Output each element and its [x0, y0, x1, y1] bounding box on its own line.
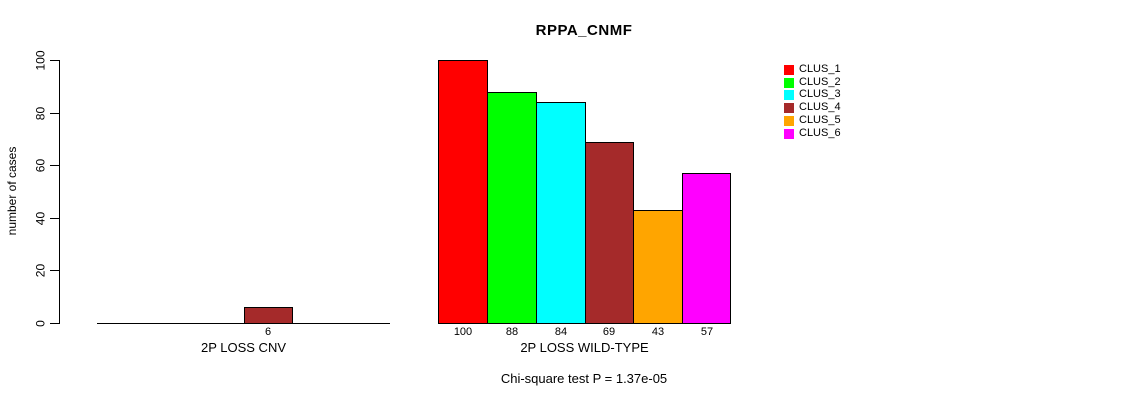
y-tick-label: 60 [33, 158, 48, 173]
y-axis-line [59, 60, 60, 324]
legend-label: CLUS_3 [799, 88, 841, 100]
bar-group: 6 2P LOSS CNV [97, 0, 390, 400]
legend-item: CLUS_4 [784, 102, 841, 113]
legend-swatch-icon [784, 102, 794, 113]
legend-label: CLUS_2 [799, 76, 841, 88]
legend-item: CLUS_2 [784, 77, 841, 88]
chi-square-annotation: Chi-square test P = 1.37e-05 [500, 371, 668, 386]
legend-swatch-icon [784, 128, 794, 139]
bar-clus_2 [487, 92, 537, 324]
legend-swatch-icon [784, 64, 794, 75]
bar-value-label: 43 [651, 326, 665, 338]
bar-value-label: 88 [505, 326, 519, 338]
y-tick-label: 20 [33, 263, 48, 278]
legend-label: CLUS_6 [799, 127, 841, 139]
bar-value-label: 100 [453, 326, 473, 338]
bar-value-label: 6 [264, 326, 272, 338]
bar-clus_1 [438, 60, 488, 324]
legend-label: CLUS_1 [799, 63, 841, 75]
y-tick-label: 80 [33, 106, 48, 121]
legend-item: CLUS_3 [784, 89, 841, 100]
bar-value-label: 84 [554, 326, 568, 338]
legend-item: CLUS_1 [784, 64, 841, 75]
y-tick-label: 100 [33, 50, 48, 71]
bar-clus_4 [585, 142, 634, 324]
bar-group: 100 88 84 69 43 57 2P LOSS WILD-TYPE [438, 0, 731, 400]
y-tick-mark [50, 60, 59, 61]
legend-swatch-icon [784, 77, 794, 88]
bar-clus_5 [633, 210, 683, 324]
bar-clus_3 [536, 102, 586, 324]
y-tick-label: 40 [33, 211, 48, 226]
bar-clus_6 [682, 173, 731, 324]
legend-item: CLUS_6 [784, 128, 841, 139]
x-axis-baseline [97, 323, 390, 324]
group-label: 2P LOSS WILD-TYPE [520, 340, 649, 355]
group-label: 2P LOSS CNV [200, 340, 287, 355]
y-tick-mark [50, 165, 59, 166]
chart-title: RPPA_CNMF [535, 22, 633, 39]
y-tick-label: 0 [33, 320, 48, 327]
legend-swatch-icon [784, 115, 794, 126]
legend-swatch-icon [784, 89, 794, 100]
y-tick-mark [50, 270, 59, 271]
bar-value-label: 57 [700, 326, 714, 338]
y-tick-mark [50, 323, 59, 324]
bar-clus_4 [244, 307, 293, 324]
bar-value-label: 69 [602, 326, 616, 338]
y-axis-title: number of cases [5, 146, 19, 236]
legend-label: CLUS_4 [799, 101, 841, 113]
y-tick-mark [50, 113, 59, 114]
y-tick-mark [50, 218, 59, 219]
legend-item: CLUS_5 [784, 115, 841, 126]
legend-label: CLUS_5 [799, 114, 841, 126]
